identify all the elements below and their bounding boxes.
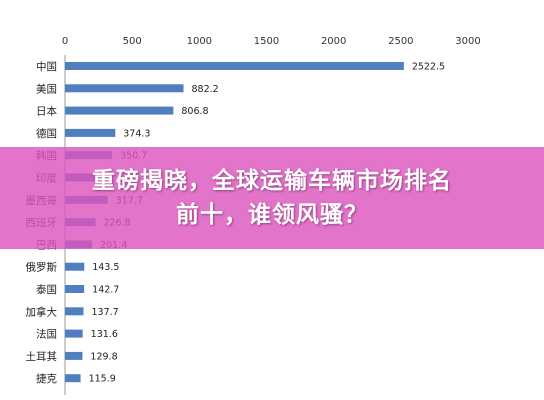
value-label-11: 137.7: [91, 307, 118, 318]
x-axis-ticks: 0 500 1000 1500 2000 2500 3000: [62, 36, 481, 47]
value-label-14: 115.9: [89, 374, 116, 385]
category-label-3: 德国: [36, 127, 57, 140]
x-tick-label-4: 2000: [321, 36, 346, 47]
category-label-0: 中国: [36, 60, 57, 73]
value-label-13: 129.8: [90, 351, 117, 362]
value-label-1: 882.2: [192, 84, 219, 95]
value-label-12: 131.6: [91, 329, 118, 340]
category-label-11: 加拿大: [26, 305, 58, 318]
bar-12: [65, 329, 83, 338]
category-label-1: 美国: [36, 82, 57, 95]
value-label-2: 806.8: [181, 106, 208, 117]
value-label-0: 2522.5: [412, 62, 445, 73]
category-label-12: 法国: [36, 328, 57, 341]
x-tick-label-3: 1500: [254, 36, 279, 47]
x-tick-label-6: 3000: [455, 36, 480, 47]
value-label-9: 143.5: [92, 262, 119, 273]
category-label-9: 俄罗斯: [26, 261, 58, 274]
category-label-14: 捷克: [36, 372, 57, 385]
bar-2: [65, 106, 174, 115]
bar-0: [65, 62, 404, 70]
value-label-10: 142.7: [92, 285, 119, 296]
bar-10: [65, 285, 85, 293]
category-label-2: 日本: [36, 105, 57, 118]
bar-3: [65, 128, 116, 137]
category-label-10: 泰国: [36, 283, 57, 296]
bar-11: [65, 307, 84, 316]
value-label-3: 374.3: [123, 128, 150, 139]
bar-13: [65, 351, 83, 360]
banner-line-1: 重磅揭晓，全球运输车辆市场排名: [92, 168, 452, 194]
x-tick-label-2: 1000: [187, 36, 212, 47]
category-label-13: 土耳其: [26, 350, 58, 363]
bar-14: [65, 374, 81, 383]
title-banner: 重磅揭晓，全球运输车辆市场排名 前十，谁领风骚？: [0, 147, 544, 249]
bar-9: [65, 262, 85, 271]
x-tick-label-5: 2500: [388, 36, 413, 47]
bar-1: [65, 84, 184, 93]
x-tick-label-1: 500: [123, 36, 142, 47]
x-tick-label-0: 0: [62, 36, 68, 47]
banner-line-2: 前十，谁领风骚？: [176, 202, 368, 228]
